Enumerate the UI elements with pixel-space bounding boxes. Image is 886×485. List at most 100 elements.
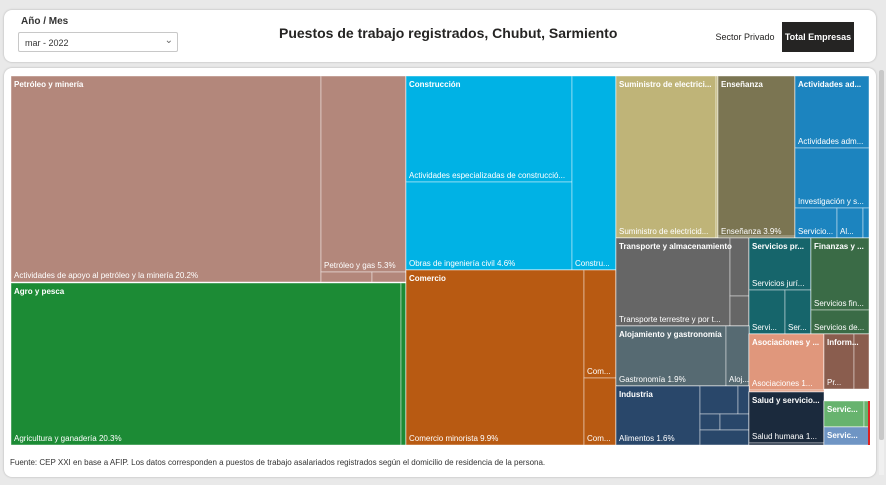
period-filter-label: Año / Mes	[21, 16, 69, 27]
treemap-tile[interactable]	[320, 75, 407, 273]
treemap-tile[interactable]	[400, 282, 407, 446]
treemap-tile[interactable]	[583, 377, 617, 446]
private-sector-button[interactable]: Sector Privado	[715, 32, 775, 42]
selection-marker	[868, 401, 870, 445]
treemap-tile-label: Servicio...	[798, 227, 833, 236]
treemap-group-label: Industria	[619, 390, 653, 399]
treemap-group-transporte[interactable]: Transporte terrestre y por t... Transport…	[615, 237, 750, 327]
treemap-tile[interactable]	[699, 385, 739, 415]
treemap-group-label: Comercio	[409, 274, 446, 283]
treemap-group-label: Suministro de electrici...	[619, 80, 711, 89]
treemap-tile[interactable]	[853, 333, 870, 390]
treemap-group-industria[interactable]: Alimentos 1.6% Industria	[615, 385, 750, 446]
treemap-tile[interactable]	[615, 75, 717, 239]
treemap-group-label: Asociaciones y ...	[752, 338, 819, 347]
treemap-group-informacion[interactable]: Pr... Inform...	[823, 333, 870, 390]
treemap-group-asociaciones[interactable]: Asociaciones 1... Asociaciones y ...	[748, 333, 825, 393]
treemap-group-serv_otros[interactable]: Servic...	[823, 400, 870, 428]
treemap-tile[interactable]	[405, 181, 573, 271]
treemap-tile[interactable]	[405, 75, 573, 183]
treemap-tile[interactable]	[729, 295, 750, 327]
treemap-group-label: Enseñanza	[721, 80, 763, 89]
treemap-tile-label: Agricultura y ganadería 20.3%	[14, 434, 122, 443]
treemap-tile[interactable]	[794, 75, 870, 149]
treemap-tile-label: Al...	[840, 227, 854, 236]
treemap-tile[interactable]	[794, 147, 870, 209]
treemap-tile[interactable]	[320, 271, 373, 283]
treemap-group-finanzas[interactable]: Servicios fin... Servicios de... Finanzas …	[810, 237, 870, 335]
treemap-group-label: Transporte y almacenamiento	[619, 242, 732, 251]
treemap-group-serv_prof[interactable]: Servicios jurí... Servi... Ser... Servicios…	[748, 237, 812, 335]
treemap-group-label: Finanzas y ...	[814, 242, 864, 251]
treemap-tile-label: Comercio minorista 9.9%	[409, 434, 498, 443]
treemap-tile-label: Petróleo y gas 5.3%	[324, 261, 396, 270]
header-bar: Año / Mes mar - 2022 ⌄ Puestos de trabaj…	[4, 10, 876, 62]
treemap-tile[interactable]	[615, 325, 727, 387]
treemap-tile[interactable]	[615, 237, 731, 327]
treemap-tile-label: Suministro de electricid...	[619, 227, 708, 236]
treemap-tile[interactable]	[717, 75, 796, 239]
treemap-group-label: Inform...	[827, 338, 859, 347]
treemap-group-act_adm[interactable]: Actividades adm... Investigación y s... Se…	[794, 75, 870, 239]
treemap-group-alojamiento[interactable]: Gastronomía 1.9% Aloj... Alojamiento y gas…	[615, 325, 750, 387]
treemap-tile[interactable]	[719, 413, 750, 431]
treemap-tile[interactable]	[862, 207, 870, 239]
treemap-tile-label: Ser...	[788, 323, 807, 332]
treemap-group-label: Agro y pesca	[14, 287, 65, 296]
treemap-tile-label: Pr...	[827, 378, 841, 387]
scrollbar-thumb[interactable]	[879, 70, 884, 440]
treemap-tile-label: Gastronomía 1.9%	[619, 375, 686, 384]
treemap-tile-label: Constru...	[575, 259, 610, 268]
treemap-group-label: Actividades ad...	[798, 80, 861, 89]
period-dropdown-value: mar - 2022	[25, 38, 69, 48]
treemap-tile-label: Com...	[587, 434, 611, 443]
treemap-tile[interactable]	[583, 269, 617, 379]
treemap-tile[interactable]	[810, 237, 870, 311]
treemap-tile-label: Enseñanza 3.9%	[721, 227, 782, 236]
period-dropdown[interactable]: mar - 2022 ⌄	[18, 32, 178, 52]
treemap-card: Actividades de apoyo al petróleo y la mi…	[4, 68, 876, 477]
treemap-tile[interactable]	[729, 237, 750, 297]
treemap-tile-label: Salud humana 1...	[752, 432, 817, 441]
treemap-tile[interactable]	[810, 309, 870, 335]
treemap-group-comercio[interactable]: Comercio minorista 9.9% Com... Com... Comer…	[405, 269, 617, 446]
treemap-group-label: Construcción	[409, 80, 461, 89]
treemap-tile[interactable]	[571, 75, 617, 271]
chevron-down-icon: ⌄	[164, 35, 173, 46]
treemap-group-ensenanza[interactable]: Enseñanza 3.9% Enseñanza	[717, 75, 796, 239]
treemap-group-construccion[interactable]: Actividades especializadas de construcci…	[405, 75, 617, 271]
treemap-tile-label: Asociaciones 1...	[752, 379, 812, 388]
treemap-tile[interactable]	[836, 207, 864, 239]
total-companies-button[interactable]: Total Empresas	[782, 22, 854, 52]
treemap-tile-label: Com...	[587, 367, 611, 376]
treemap-tile-label: Obras de ingeniería civil 4.6%	[409, 259, 515, 268]
treemap-tile[interactable]	[823, 333, 855, 390]
treemap-group-suministro[interactable]: Suministro de electricid... Suministro de…	[615, 75, 719, 239]
treemap-tile[interactable]	[405, 269, 585, 446]
source-note: Fuente: CEP XXI en base a AFIP. Los dato…	[10, 458, 546, 467]
treemap-tile-label: Actividades adm...	[798, 137, 863, 146]
treemap-tile-label: Alimentos 1.6%	[619, 434, 675, 443]
treemap-group-label: Servic...	[827, 431, 858, 440]
treemap-tile[interactable]	[748, 442, 825, 446]
treemap-tile-label: Servicios fin...	[814, 299, 864, 308]
treemap-tile[interactable]	[10, 282, 402, 446]
treemap-tile[interactable]	[737, 385, 750, 415]
treemap-tile[interactable]	[10, 75, 322, 283]
treemap-group-salud[interactable]: Salud humana 1... Salud y servicio...	[748, 391, 825, 446]
treemap-tile[interactable]	[371, 271, 407, 283]
treemap-tile-label: Actividades de apoyo al petróleo y la mi…	[14, 271, 198, 280]
treemap-tile[interactable]	[794, 207, 838, 239]
treemap-tile[interactable]	[699, 413, 721, 431]
treemap-group-label: Petróleo y minería	[14, 80, 84, 89]
treemap-tile[interactable]	[699, 429, 750, 446]
treemap-chart: Actividades de apoyo al petróleo y la mi…	[10, 75, 870, 446]
treemap-group-serv_otros2[interactable]: Servic...	[823, 426, 870, 446]
treemap-group-petroleo[interactable]: Actividades de apoyo al petróleo y la mi…	[10, 75, 407, 283]
treemap-tile-label: Aloj...	[729, 375, 749, 384]
treemap-tile-label: Servicios jurí...	[752, 279, 804, 288]
treemap-tile-label: Transporte terrestre y por t...	[619, 315, 721, 324]
page-title: Puestos de trabajo registrados, Chubut, …	[279, 25, 618, 41]
treemap-group-agro[interactable]: Agricultura y ganadería 20.3% Agro y pesc…	[10, 282, 407, 446]
treemap-group-label: Salud y servicio...	[752, 396, 820, 405]
